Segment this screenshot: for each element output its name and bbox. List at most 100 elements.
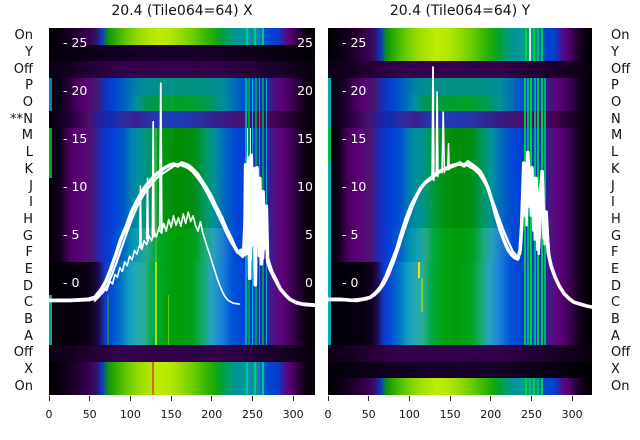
row-annotation-asterisks: ** xyxy=(10,112,23,127)
row-label-left-g-12: G xyxy=(22,228,33,244)
heatmap-row-x xyxy=(328,361,592,379)
heatmap-artifact-line xyxy=(530,78,533,345)
heatmap-artifact-line xyxy=(248,78,250,345)
heatmap-artifact-line xyxy=(249,28,252,45)
heatmap-artifact-line xyxy=(258,78,261,345)
row-label-left-l-7: L xyxy=(25,145,33,161)
heatmap-row-off xyxy=(49,344,315,363)
y-tick-label-right: 20 xyxy=(297,83,313,98)
row-label-left-y-1: Y xyxy=(25,45,33,60)
heatmap-artifact-line xyxy=(536,378,539,395)
heatmap-artifact-line xyxy=(529,28,531,62)
x-tick-mark xyxy=(129,396,131,401)
x-tick-mark xyxy=(292,396,294,401)
heatmap-row-n xyxy=(328,111,592,129)
heatmap-artifact-line xyxy=(167,294,170,345)
row-label-right-on-21: On xyxy=(611,378,630,394)
heatmap-artifact-line xyxy=(249,128,252,179)
row-label-right-e-14: E xyxy=(611,261,620,277)
x-tick-label: 0 xyxy=(324,408,332,421)
row-label-right-y-1: Y xyxy=(611,45,619,60)
heatmap-row-c xyxy=(49,294,315,313)
heatmap-panel-y: - 25 - 20 - 15 - 10 - 5 - 0 xyxy=(328,28,592,395)
row-label-left-off-2: Off xyxy=(13,61,33,77)
x-tick-mark xyxy=(490,396,492,401)
row-label-right-x-20: X xyxy=(611,362,620,377)
y-tick-label-right: 15 xyxy=(297,131,313,146)
y-tick-label-right: 0 xyxy=(305,275,313,290)
heatmap-artifact-line xyxy=(328,78,331,345)
heatmap-row-b xyxy=(328,311,592,329)
heatmap-row-l xyxy=(49,144,315,163)
panel-x-title: 20.4 (Tile064=64) X xyxy=(111,3,253,19)
heatmap-row-p xyxy=(328,78,592,96)
heatmap-row-on xyxy=(49,28,315,46)
x-tick-label: 200 xyxy=(480,408,502,421)
y-tick-label: - 5 xyxy=(63,227,80,242)
heatmap-row-g xyxy=(328,228,592,246)
x-tick-mark xyxy=(327,396,329,401)
x-tick-label: 50 xyxy=(361,408,376,421)
heatmap-row-on xyxy=(328,378,592,395)
row-label-right-c-16: C xyxy=(611,295,621,311)
x-tick-label: 50 xyxy=(82,408,97,421)
row-label-right-j-9: J xyxy=(611,178,615,194)
heatmap-row-l xyxy=(328,144,592,163)
heatmap-row-h xyxy=(49,211,315,229)
heatmap-artifact-line xyxy=(536,28,539,62)
heatmap-artifact-line xyxy=(328,128,331,162)
heatmap-artifact-line xyxy=(537,78,540,345)
row-label-left-h-11: H xyxy=(23,211,33,227)
x-tick-label: 100 xyxy=(119,408,141,421)
heatmap-artifact-line xyxy=(258,361,260,395)
x-tick-label: 250 xyxy=(520,408,542,421)
x-tick-mark xyxy=(251,396,253,401)
heatmap-row-n xyxy=(49,111,315,129)
row-label-left-j-9: J xyxy=(29,178,33,194)
heatmap-row-off xyxy=(328,344,592,363)
heatmap-row-c xyxy=(328,294,592,313)
y-tick-label: - 0 xyxy=(63,275,80,290)
heatmap-artifact-line xyxy=(245,361,248,395)
row-label-left-n-5: N xyxy=(23,111,33,127)
x-tick-mark xyxy=(89,396,91,401)
y-tick-label-right: 25 xyxy=(297,35,313,50)
heatmap-artifact-line xyxy=(526,78,529,345)
heatmap-artifact-line xyxy=(524,28,527,62)
heatmap-artifact-line xyxy=(541,28,544,62)
x-tick-label: 150 xyxy=(160,408,182,421)
heatmap-row-g xyxy=(49,228,315,246)
heatmap-artifact-line xyxy=(49,294,52,345)
heatmap-artifact-line xyxy=(245,78,247,345)
x-tick-label: 300 xyxy=(561,408,583,421)
heatmap-artifact-line xyxy=(265,78,268,345)
heatmap-row-d xyxy=(328,278,592,296)
row-label-right-on-0: On xyxy=(611,28,630,44)
heatmap-row-on xyxy=(328,28,592,46)
row-label-right-k-8: K xyxy=(611,161,620,177)
heatmap-row-off xyxy=(328,61,592,79)
heatmap-artifact-line xyxy=(544,78,547,345)
heatmap-row-k xyxy=(328,161,592,179)
row-label-left-m-6: M xyxy=(21,128,33,144)
x-tick-mark xyxy=(530,396,532,401)
heatmap-row-on xyxy=(49,378,315,395)
heatmap-artifact-line xyxy=(524,378,527,395)
x-tick-label: 250 xyxy=(241,408,263,421)
heatmap-artifact-line xyxy=(262,28,264,45)
x-tick-mark xyxy=(449,396,451,401)
heatmap-row-m xyxy=(49,128,315,146)
y-tick-label: - 20 xyxy=(342,83,367,98)
y-tick-label: - 10 xyxy=(63,179,88,194)
heatmap-row-a xyxy=(328,328,592,346)
heatmap-row-o xyxy=(49,94,315,112)
row-label-left-x-20: X xyxy=(24,362,33,377)
heatmap-row-e xyxy=(328,261,592,279)
heatmap-panel-x: - 25 25 - 20 20 - 15 15 - 10 10 - 5 5 - 0 0 xyxy=(49,28,315,395)
heatmap-row-o xyxy=(328,94,592,112)
row-label-left-b-17: B xyxy=(24,311,33,327)
row-label-left-i-10: I xyxy=(29,195,33,211)
heatmap-artifact-line xyxy=(532,28,535,62)
heatmap-artifact-line xyxy=(107,294,109,345)
